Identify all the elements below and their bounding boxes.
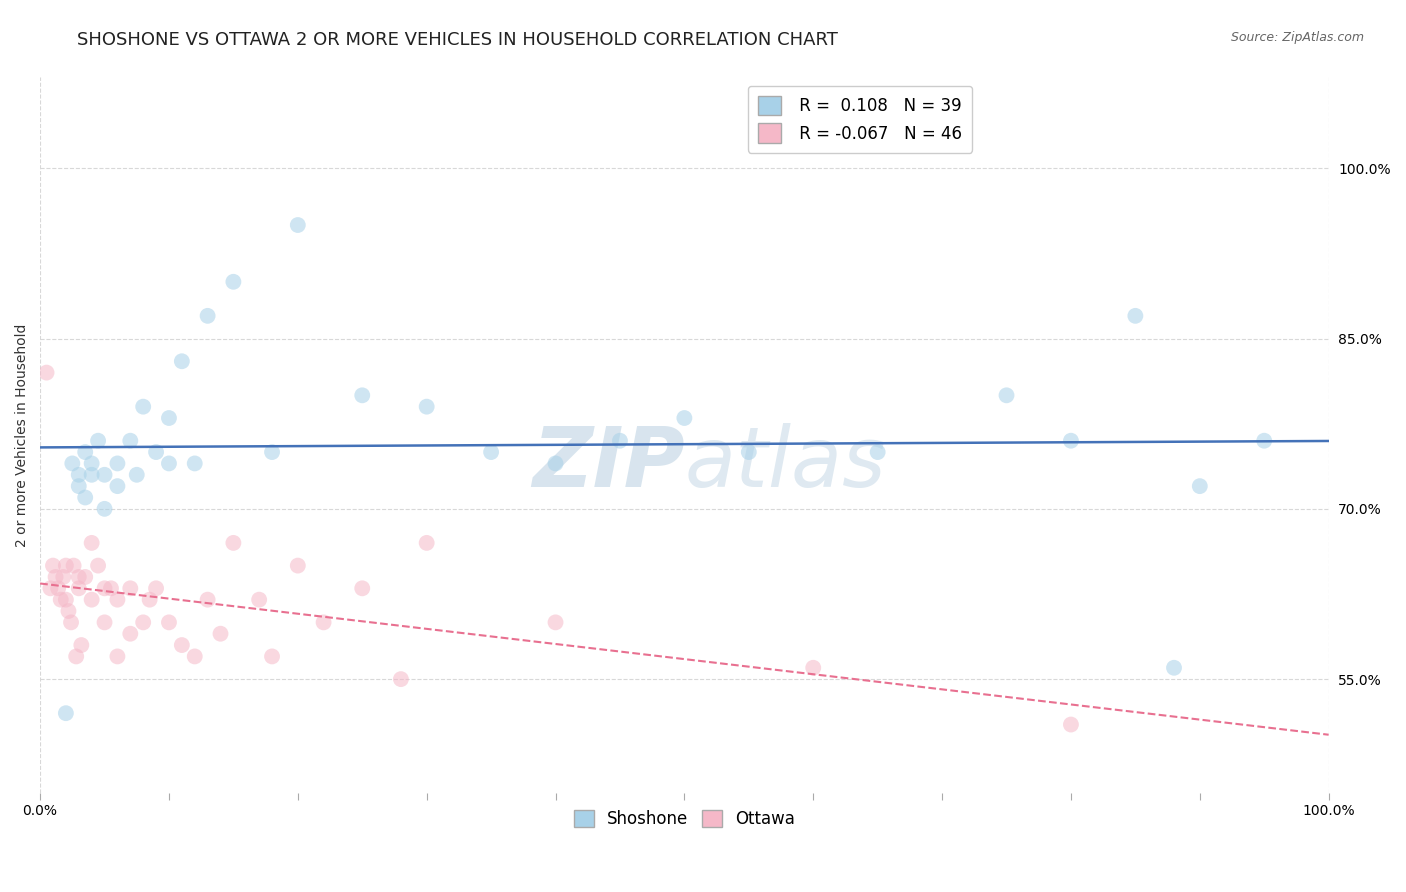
Point — [415, 536, 437, 550]
Point — [60, 457, 83, 471]
Point — [197, 309, 219, 323]
Text: SHOSHONE VS OTTAWA 2 OR MORE VEHICLES IN HOUSEHOLD CORRELATION CHART: SHOSHONE VS OTTAWA 2 OR MORE VEHICLES IN… — [77, 31, 838, 49]
Point — [87, 434, 110, 448]
Point — [80, 592, 103, 607]
Point — [70, 638, 93, 652]
Point — [35, 366, 58, 380]
Point — [132, 615, 155, 630]
Point — [287, 558, 309, 573]
Point — [673, 411, 696, 425]
Point — [75, 491, 97, 505]
Point — [120, 582, 142, 596]
Point — [55, 592, 77, 607]
Point — [138, 592, 160, 607]
Text: ZIP: ZIP — [531, 423, 685, 504]
Point — [62, 558, 84, 573]
Point — [1253, 434, 1275, 448]
Point — [120, 626, 142, 640]
Point — [67, 582, 90, 596]
Point — [157, 615, 180, 630]
Point — [801, 661, 824, 675]
Point — [197, 592, 219, 607]
Point — [170, 354, 193, 368]
Point — [107, 479, 129, 493]
Point — [58, 604, 80, 618]
Point — [67, 479, 90, 493]
Point — [157, 457, 180, 471]
Point — [145, 582, 167, 596]
Point — [1060, 434, 1083, 448]
Point — [75, 445, 97, 459]
Point — [93, 582, 115, 596]
Point — [93, 501, 115, 516]
Point — [107, 592, 129, 607]
Point — [87, 558, 110, 573]
Point — [247, 592, 270, 607]
Point — [1125, 309, 1147, 323]
Point — [479, 445, 502, 459]
Text: atlas: atlas — [685, 423, 886, 504]
Point — [738, 445, 761, 459]
Point — [42, 558, 65, 573]
Point — [995, 388, 1018, 402]
Point — [415, 400, 437, 414]
Point — [45, 570, 67, 584]
Point — [1188, 479, 1211, 493]
Point — [52, 570, 75, 584]
Point — [65, 649, 87, 664]
Point — [80, 467, 103, 482]
Point — [1163, 661, 1185, 675]
Point — [352, 582, 374, 596]
Point — [222, 536, 245, 550]
Point — [184, 649, 207, 664]
Point — [544, 615, 567, 630]
Point — [184, 457, 207, 471]
Point — [209, 626, 232, 640]
Point — [107, 457, 129, 471]
Point — [312, 615, 335, 630]
Point — [120, 434, 142, 448]
Point — [93, 467, 115, 482]
Legend: Shoshone, Ottawa: Shoshone, Ottawa — [567, 803, 801, 834]
Point — [145, 445, 167, 459]
Point — [100, 582, 122, 596]
Point — [46, 582, 69, 596]
Text: Source: ZipAtlas.com: Source: ZipAtlas.com — [1230, 31, 1364, 45]
Point — [352, 388, 374, 402]
Point — [170, 638, 193, 652]
Point — [132, 400, 155, 414]
Point — [55, 706, 77, 721]
Point — [39, 582, 62, 596]
Point — [75, 570, 97, 584]
Point — [125, 467, 148, 482]
Point — [222, 275, 245, 289]
Point — [287, 218, 309, 232]
Point — [67, 570, 90, 584]
Point — [544, 457, 567, 471]
Point — [609, 434, 631, 448]
Point — [55, 558, 77, 573]
Point — [1060, 717, 1083, 731]
Point — [60, 615, 83, 630]
Point — [866, 445, 889, 459]
Point — [107, 649, 129, 664]
Point — [389, 672, 412, 686]
Point — [157, 411, 180, 425]
Point — [80, 536, 103, 550]
Point — [260, 649, 283, 664]
Point — [67, 467, 90, 482]
Point — [260, 445, 283, 459]
Point — [80, 457, 103, 471]
Point — [49, 592, 72, 607]
Y-axis label: 2 or more Vehicles in Household: 2 or more Vehicles in Household — [15, 324, 30, 547]
Point — [93, 615, 115, 630]
